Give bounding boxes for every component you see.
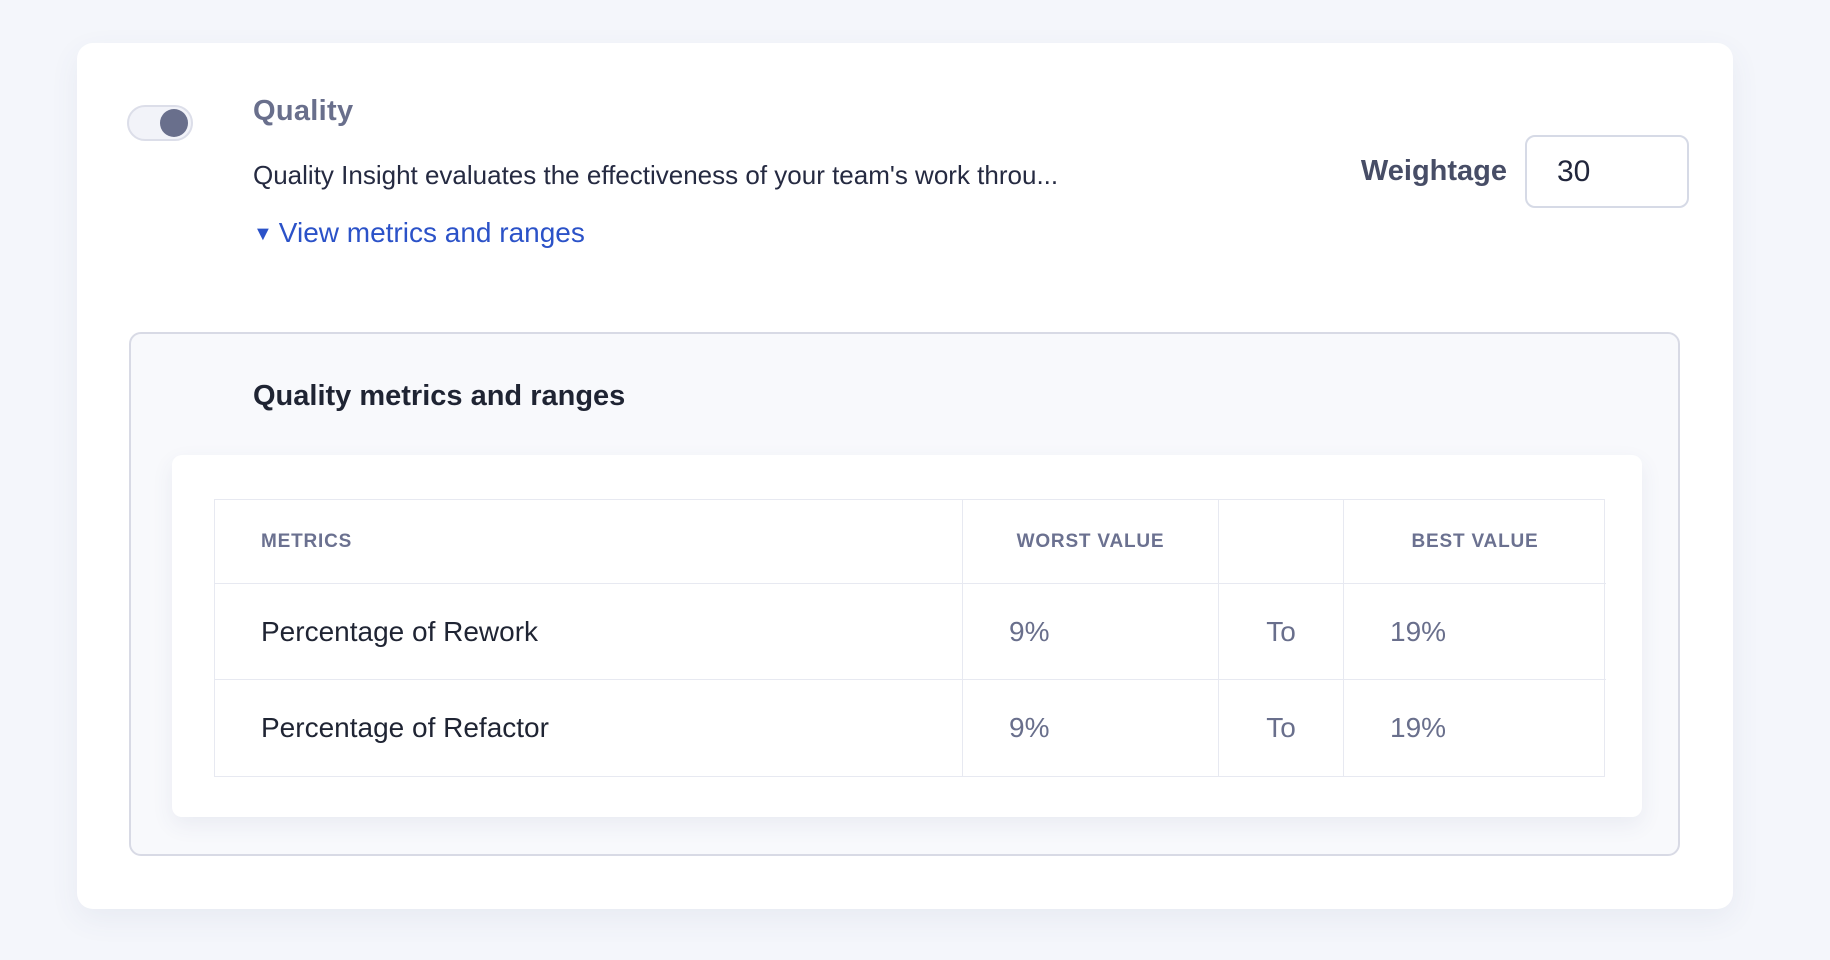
table-row-to-label: To — [1219, 584, 1344, 680]
table-row-best-value: 19% — [1344, 584, 1606, 680]
table-row-metric-name: Percentage of Refactor — [215, 680, 963, 776]
table-row-best-value: 19% — [1390, 712, 1447, 743]
metrics-table-card: METRICS WORST VALUE BEST VALUE Percentag… — [172, 455, 1642, 817]
view-metrics-link[interactable]: ▼ View metrics and ranges — [253, 217, 585, 249]
quality-settings-card: Quality Quality Insight evaluates the ef… — [77, 43, 1733, 909]
table-row-to-label: To — [1219, 680, 1344, 776]
view-metrics-link-label: View metrics and ranges — [278, 217, 585, 248]
weightage-label: Weightage — [1360, 155, 1507, 187]
column-header-spacer — [1219, 500, 1344, 584]
metrics-ranges-panel: Quality metrics and ranges METRICS WORST… — [129, 332, 1680, 856]
column-header-best-value: BEST VALUE — [1344, 500, 1606, 584]
table-row-worst-value: 9% — [963, 584, 1219, 680]
chevron-down-icon: ▼ — [253, 223, 273, 245]
quality-toggle[interactable] — [127, 105, 193, 141]
metrics-panel-title: Quality metrics and ranges — [253, 380, 626, 412]
table-row-worst-value: 9% — [963, 680, 1219, 776]
weightage-group: Weightage — [1361, 135, 1689, 208]
column-header-worst-value: WORST VALUE — [963, 500, 1219, 584]
metrics-table: METRICS WORST VALUE BEST VALUE Percentag… — [214, 499, 1606, 777]
section-description: Quality Insight evaluates the effectiven… — [253, 160, 1059, 190]
column-header-metrics: METRICS — [215, 500, 963, 584]
quality-section-header: Quality Quality Insight evaluates the ef… — [253, 95, 1383, 249]
section-title: Quality — [253, 95, 354, 127]
toggle-knob — [160, 109, 188, 137]
table-row-metric-name: Percentage of Rework — [215, 584, 963, 680]
weightage-input[interactable] — [1525, 135, 1689, 208]
